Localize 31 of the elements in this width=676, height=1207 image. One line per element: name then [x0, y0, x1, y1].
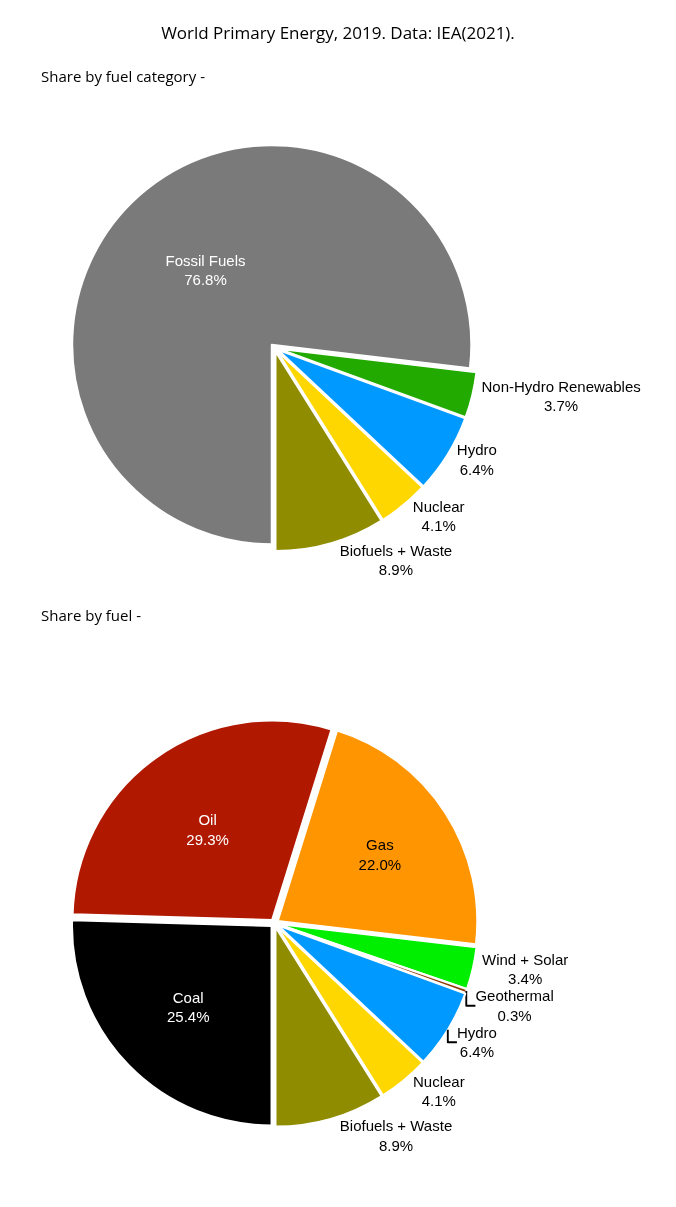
slice-label: Hydro [456, 1023, 497, 1041]
data-label: 4.1% [421, 517, 456, 535]
chart-subtitle: Share by fuel category - [41, 66, 206, 86]
pie-slice [71, 719, 333, 921]
slice-label: Nuclear [412, 1072, 465, 1090]
data-label: 3.7% [544, 397, 579, 415]
data-label: 0.3% [497, 1006, 532, 1024]
data-label: 25.4% [166, 1008, 210, 1026]
data-label: 29.3% [186, 830, 229, 848]
slice-label: Coal [172, 988, 204, 1006]
slice-label: Nuclear [412, 497, 465, 515]
chart-title: World Primary Energy, 2019. Data: IEA(2021). [161, 20, 515, 44]
slice-label: Hydro [456, 441, 497, 459]
slice-label: Non-Hydro Renewables [481, 377, 641, 395]
data-label: 6.4% [459, 1043, 495, 1061]
slice-label: Geothermal [475, 987, 554, 1005]
data-label: 3.4% [508, 970, 543, 988]
slice-label: Gas [366, 836, 394, 854]
pie-slice [71, 919, 273, 1127]
data-label: 22.0% [358, 855, 402, 873]
data-label: 6.4% [459, 460, 494, 478]
data-label: 8.9% [378, 561, 414, 579]
data-label: 4.1% [421, 1092, 456, 1110]
slice-label: Biofuels + Waste [339, 1117, 453, 1135]
slice-label: Oil [198, 811, 217, 829]
slice-label: Biofuels + Waste [339, 541, 453, 559]
chart-subtitle: Share by fuel - [41, 605, 142, 625]
slice-label: Wind + Solar [481, 950, 569, 968]
slice-label: Fossil Fuels [165, 251, 246, 269]
data-label: 8.9% [378, 1136, 414, 1154]
data-label: 76.8% [184, 271, 227, 289]
